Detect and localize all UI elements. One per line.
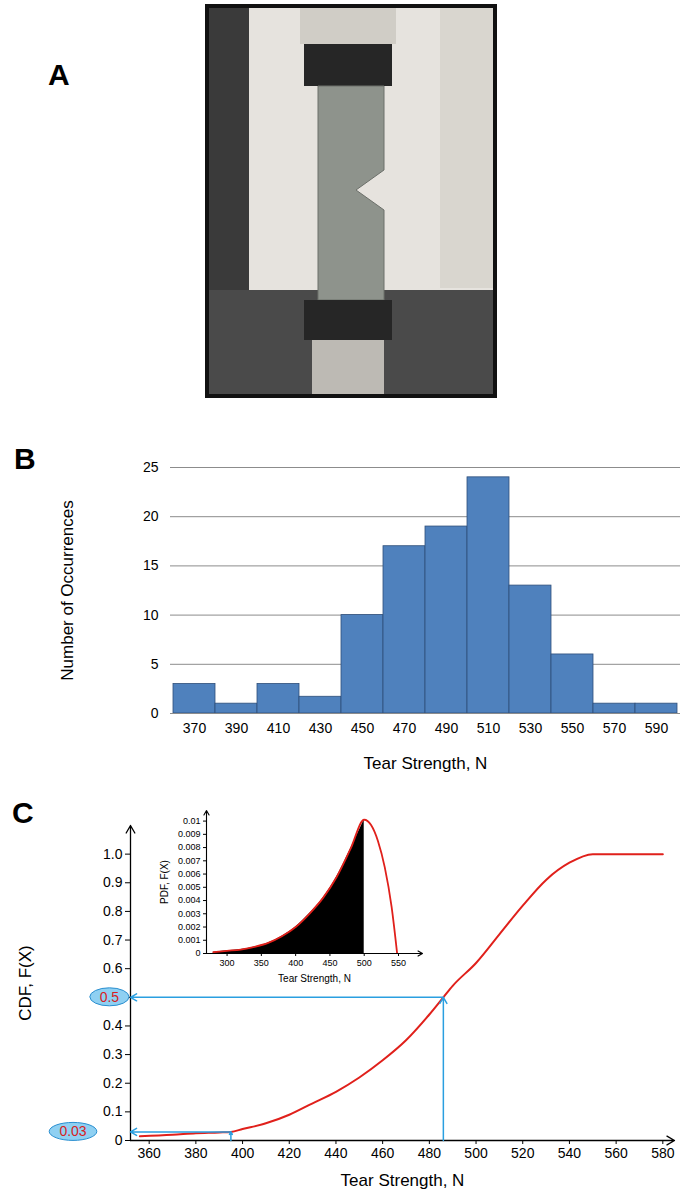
svg-text:PDF, F(X): PDF, F(X): [159, 860, 170, 904]
svg-text:500: 500: [357, 958, 372, 968]
html-text:C: C: [12, 796, 34, 829]
svg-text:410: 410: [267, 720, 291, 736]
svg-text:550: 550: [391, 958, 406, 968]
svg-text:0.9: 0.9: [103, 874, 123, 890]
svg-text:Tear Strength, N: Tear Strength, N: [341, 1171, 465, 1190]
svg-text:15: 15: [143, 557, 159, 573]
html-text:B: B: [14, 442, 36, 475]
svg-text:0.01: 0.01: [183, 816, 201, 826]
svg-text:0.006: 0.006: [178, 869, 201, 879]
svg-text:460: 460: [371, 1145, 395, 1161]
svg-text:0.6: 0.6: [103, 960, 123, 976]
svg-text:580: 580: [651, 1145, 675, 1161]
svg-text:0: 0: [151, 705, 159, 721]
svg-text:0.5: 0.5: [100, 989, 120, 1005]
svg-text:440: 440: [324, 1145, 348, 1161]
svg-text:0: 0: [115, 1132, 123, 1148]
svg-text:400: 400: [288, 958, 303, 968]
svg-text:Tear Strength, N: Tear Strength, N: [364, 754, 488, 773]
svg-text:20: 20: [143, 508, 159, 524]
svg-text:0: 0: [195, 948, 200, 958]
svg-text:5: 5: [151, 656, 159, 672]
svg-text:350: 350: [254, 958, 269, 968]
svg-text:500: 500: [464, 1145, 488, 1161]
svg-text:0.2: 0.2: [103, 1075, 123, 1091]
svg-text:550: 550: [561, 720, 585, 736]
svg-text:0.004: 0.004: [178, 895, 201, 905]
svg-text:370: 370: [183, 720, 207, 736]
svg-text:10: 10: [143, 607, 159, 623]
svg-text:380: 380: [184, 1145, 208, 1161]
svg-text:530: 530: [519, 720, 543, 736]
svg-text:0.002: 0.002: [178, 922, 201, 932]
svg-text:CDF, F(X): CDF, F(X): [16, 945, 35, 1021]
svg-text:0.03: 0.03: [59, 1123, 86, 1139]
svg-text:Tear Strength, N: Tear Strength, N: [278, 973, 351, 984]
svg-text:510: 510: [477, 720, 501, 736]
svg-text:300: 300: [220, 958, 235, 968]
svg-text:400: 400: [231, 1145, 255, 1161]
svg-text:0.003: 0.003: [178, 909, 201, 919]
svg-text:0.007: 0.007: [178, 856, 201, 866]
svg-text:0.3: 0.3: [103, 1046, 123, 1062]
svg-text:470: 470: [393, 720, 417, 736]
svg-text:0.008: 0.008: [178, 842, 201, 852]
svg-text:390: 390: [225, 720, 249, 736]
svg-text:490: 490: [435, 720, 459, 736]
svg-text:420: 420: [278, 1145, 302, 1161]
svg-text:570: 570: [603, 720, 627, 736]
svg-text:540: 540: [558, 1145, 582, 1161]
svg-text:360: 360: [137, 1145, 161, 1161]
svg-text:0.7: 0.7: [103, 932, 123, 948]
svg-text:520: 520: [511, 1145, 535, 1161]
svg-text:25: 25: [143, 459, 159, 475]
svg-text:0.005: 0.005: [178, 882, 201, 892]
svg-text:0.009: 0.009: [178, 829, 201, 839]
svg-text:Number of Occurrences: Number of Occurrences: [58, 500, 77, 680]
svg-text:430: 430: [309, 720, 333, 736]
html-text:A: A: [48, 58, 70, 91]
svg-text:0.4: 0.4: [103, 1017, 123, 1033]
svg-text:560: 560: [604, 1145, 628, 1161]
svg-text:0.1: 0.1: [103, 1103, 123, 1119]
svg-text:1.0: 1.0: [103, 846, 123, 862]
svg-text:450: 450: [322, 958, 337, 968]
svg-text:0.8: 0.8: [103, 903, 123, 919]
svg-text:590: 590: [645, 720, 669, 736]
svg-text:450: 450: [351, 720, 375, 736]
svg-text:480: 480: [418, 1145, 442, 1161]
svg-text:0.001: 0.001: [178, 935, 201, 945]
